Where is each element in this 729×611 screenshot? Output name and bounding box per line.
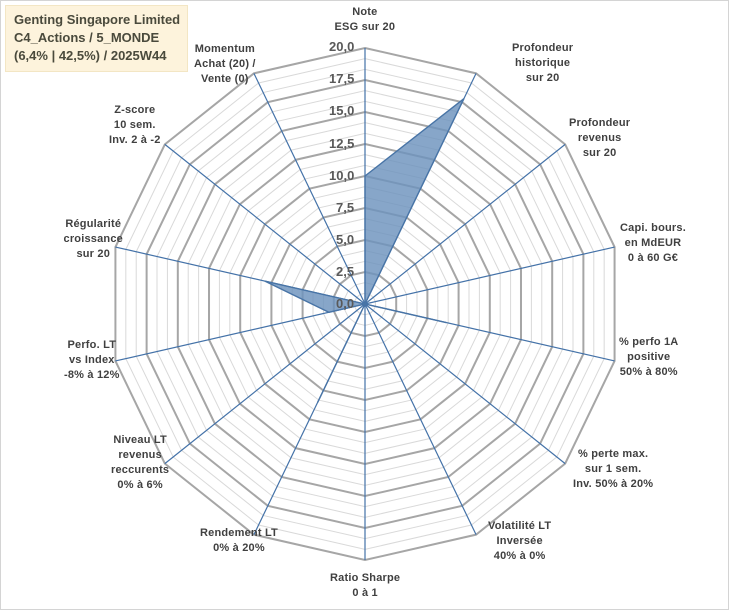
radial-tick-2_5: 2,5 — [336, 264, 355, 279]
title-line-1: Genting Singapore Limited — [14, 12, 181, 27]
radial-tick-17_5: 17,5 — [329, 71, 355, 86]
radial-tick-15_0: 15,0 — [329, 103, 355, 118]
radial-tick-12_5: 12,5 — [329, 136, 355, 151]
radial-tick-7_5: 7,5 — [336, 200, 355, 215]
radial-tick-10_0: 10,0 — [329, 168, 355, 183]
title-line-2: C4_Actions / 5_MONDE — [14, 30, 160, 45]
radial-tick-5_0: 5,0 — [336, 232, 355, 247]
radial-tick-0_0: 0,0 — [336, 296, 355, 311]
title-line-3: (6,4% | 42,5%) / 2025W44 — [14, 48, 167, 63]
chart-title-box: Genting Singapore Limited C4_Actions / 5… — [5, 5, 189, 72]
data-series-polygon — [264, 98, 465, 403]
radial-tick-20_0: 20,0 — [329, 39, 355, 54]
